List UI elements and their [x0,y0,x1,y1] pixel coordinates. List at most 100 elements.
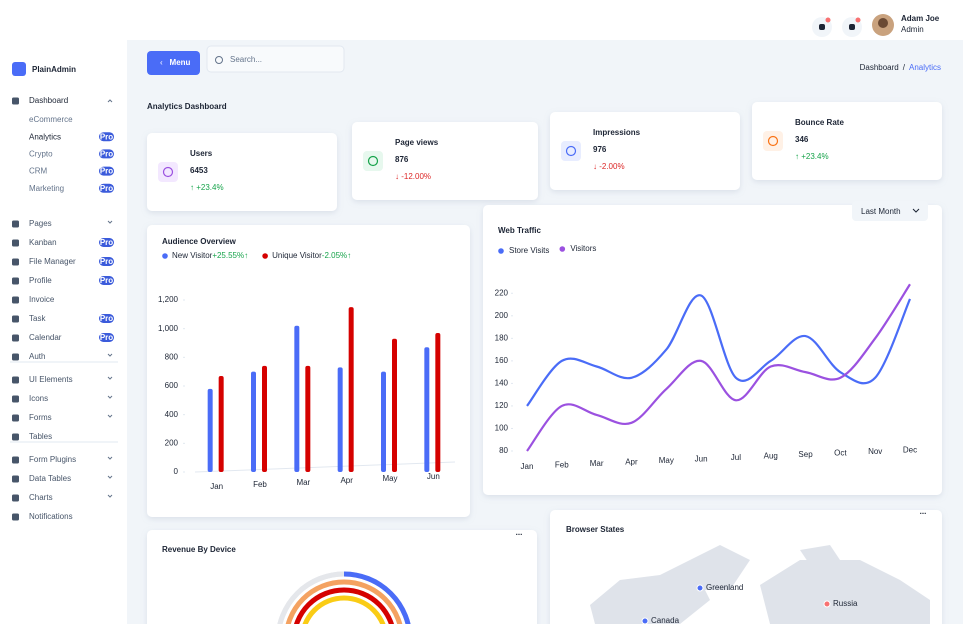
y-tick-label: 140 [495,379,509,388]
card-menu[interactable]: ... [516,528,523,537]
stat-card [550,112,740,190]
nav-subitem[interactable]: CRM [29,167,48,176]
stat-change: ↓ -2.00% [593,162,625,171]
x-tick-label: Jun [427,472,440,481]
breadcrumb-item: / [903,63,906,72]
y-tick-label: 600 [165,381,179,390]
y-tick-label: 160 [495,356,509,365]
y-tick-label: 800 [165,352,179,361]
legend-label: Visitors [570,244,596,253]
nav-item[interactable]: Dashboard [29,96,68,105]
bar [218,375,224,472]
pro-badge [99,276,114,285]
bar [435,332,441,472]
nav-icon [12,220,19,228]
nav-item[interactable]: Forms [29,413,52,422]
stat-value: 6453 [190,166,208,175]
chevron [107,99,113,103]
stat-change: ↑ +23.4% [795,152,829,161]
stat-icon-bg [763,131,783,151]
nav-item[interactable]: Invoice [29,295,55,304]
pro-badge [99,183,114,193]
pro-badge [99,314,114,323]
icon [819,24,825,30]
nav-item[interactable]: Tables [29,432,52,441]
nav-subitem[interactable]: Analytics [29,132,61,141]
nav-icon [12,433,19,441]
nav-item[interactable]: File Manager [29,257,76,266]
nav-item[interactable]: Form Plugins [29,455,76,464]
search-placeholder: Search... [230,55,262,64]
card-title: Browser States [566,525,625,534]
stat-change: ↑ +23.4% [190,183,224,192]
stat-icon [367,155,379,167]
search-box[interactable] [206,45,345,73]
bar [262,365,267,472]
x-axis [194,461,456,473]
nav-item[interactable]: Charts [29,493,53,502]
nav-icon [12,494,19,502]
pro-badge-label: Pro [100,132,113,141]
card-menu[interactable]: ... [920,507,927,516]
nav-subitem[interactable]: Crypto [29,150,53,159]
user-role: Admin [901,25,924,34]
y-tick-label: 100 [495,424,509,433]
nav-item[interactable]: Icons [29,394,48,403]
legend-change: -2.05%↑ [322,251,351,260]
map-marker[interactable] [641,617,649,624]
nav-subitem[interactable]: Marketing [29,184,64,193]
chevron [107,353,113,357]
pro-badge-label: Pro [100,333,113,342]
filter-dropdown[interactable] [852,201,928,221]
nav-item[interactable]: Data Tables [29,474,71,483]
nav-item[interactable]: Kanban [29,238,57,247]
bar [305,365,311,472]
notification-dot [855,17,861,23]
chevron [107,414,113,418]
menu-label[interactable]: Menu [170,58,191,67]
legend-dot [262,253,268,259]
x-tick-label: May [382,474,397,483]
breadcrumb-item[interactable]: Dashboard [860,63,899,72]
nav-item[interactable]: UI Elements [29,375,73,384]
pro-badge [99,149,114,159]
bar [348,307,354,472]
map-land [800,545,840,565]
menu-button[interactable] [147,51,200,75]
nav-item[interactable]: Calendar [29,333,62,342]
nav-item[interactable]: Task [29,314,46,323]
y-tick-label: 120 [495,401,509,410]
pro-badge-label: Pro [100,150,113,159]
x-tick-label: Jul [731,453,741,462]
x-tick-label: Nov [868,447,882,456]
card-title: Revenue By Device [162,545,236,554]
traffic-card [483,205,942,495]
map-marker-label: Canada [651,616,680,624]
x-tick-label: May [659,456,674,465]
pro-badge [99,132,114,142]
pro-badge-label: Pro [100,184,113,193]
nav-subitem[interactable]: eCommerce [29,115,73,124]
x-tick-label: Apr [625,458,638,467]
nav-item[interactable]: Notifications [29,512,73,521]
bar [294,325,300,472]
stat-label: Page views [395,138,439,147]
map-land [690,545,750,590]
nav-item[interactable]: Pages [29,219,52,228]
legend-label: Store Visits [509,246,549,255]
nav-item[interactable]: Auth [29,352,45,361]
x-tick-label: Sep [798,450,813,459]
notification-dot [825,17,831,23]
map-marker[interactable] [823,600,831,608]
bar [337,367,343,472]
map-marker[interactable] [696,584,704,592]
chevron [107,475,113,479]
bar [251,371,256,472]
stat-icon-bg [158,162,178,182]
stat-value: 876 [395,155,409,164]
nav-item[interactable]: Profile [29,276,52,285]
dropdown-chevron [912,208,920,213]
breadcrumb-item: Analytics [909,63,941,72]
filter-label[interactable]: Last Month [861,207,901,216]
